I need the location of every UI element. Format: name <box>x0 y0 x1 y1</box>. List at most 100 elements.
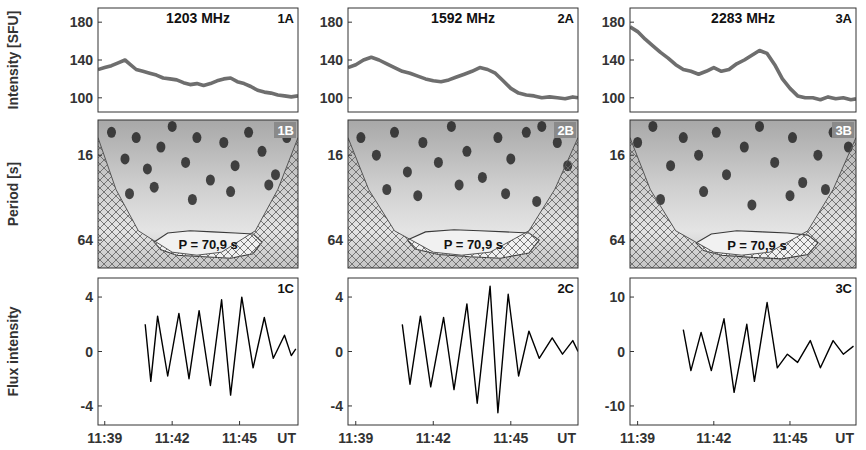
plot-area <box>98 8 298 112</box>
panel-3a: 1001401802283 MHz3A <box>602 8 856 112</box>
panel-title: 2283 MHz <box>711 10 775 26</box>
x-tick-label: 11:39 <box>338 430 373 446</box>
panel-label: 2C <box>557 281 574 296</box>
panel-title: 1203 MHz <box>166 10 230 26</box>
y-tick-label: 100 <box>602 90 626 106</box>
power-spot <box>633 137 642 148</box>
x-tick-label: 11:42 <box>155 430 190 446</box>
plot-area <box>98 278 298 425</box>
x-tick-label: 11:42 <box>416 430 451 446</box>
frame <box>98 120 298 268</box>
panel-label: 3B <box>835 123 852 138</box>
plot-background <box>98 8 298 112</box>
power-spot <box>532 196 541 207</box>
power-spot <box>770 157 779 168</box>
power-spot <box>666 160 675 171</box>
panel-title: 1592 MHz <box>431 10 495 26</box>
label-patch <box>554 122 576 138</box>
plot-background <box>630 8 856 112</box>
power-spot <box>522 127 531 138</box>
power-spot <box>821 184 830 195</box>
y-tick <box>348 405 352 406</box>
power-spot <box>150 182 159 193</box>
power-spot <box>156 142 165 153</box>
power-spot <box>168 121 177 132</box>
power-spot <box>755 121 764 132</box>
frame <box>630 120 856 268</box>
plot-area <box>348 120 578 268</box>
power-spot <box>143 163 152 174</box>
power-spot <box>462 146 471 157</box>
y-tick-label: 0 <box>85 344 93 360</box>
frame <box>630 8 856 112</box>
y-tick <box>348 97 352 98</box>
plot-background <box>98 278 298 425</box>
y-tick-label: 16 <box>77 147 93 163</box>
panel-label: 2B <box>557 123 574 138</box>
power-spot <box>648 121 657 132</box>
y-tick <box>98 97 102 98</box>
y-tick <box>98 155 102 156</box>
frame <box>98 278 298 425</box>
data-line <box>348 57 578 99</box>
power-spot <box>107 127 116 138</box>
power-spot <box>226 186 235 197</box>
y-tick-label: 10 <box>609 289 625 305</box>
y-tick <box>98 297 102 298</box>
panel-label: 2A <box>557 11 574 26</box>
x-tick-label: 11:39 <box>620 430 655 446</box>
y-tick <box>348 60 352 61</box>
y-tick-label: 16 <box>609 147 625 163</box>
panel-2a: 1001401801592 MHz2A <box>320 8 578 112</box>
panel-label: 1A <box>277 11 294 26</box>
power-spot <box>181 157 190 168</box>
y-tick-label: 64 <box>327 232 343 248</box>
plot-background <box>348 8 578 112</box>
y-tick <box>630 97 634 98</box>
power-spot <box>537 121 546 132</box>
x-tick-label: 11:45 <box>222 430 257 446</box>
y-tick-label: 4 <box>85 289 93 305</box>
y-tick <box>630 405 634 406</box>
y-tick <box>98 240 102 241</box>
power-spot <box>418 137 427 148</box>
power-spot <box>699 186 708 197</box>
period-annotation: P = 70,9 s <box>444 237 503 252</box>
power-spot <box>740 142 749 153</box>
x-tick <box>172 421 173 425</box>
power-spot <box>390 127 399 138</box>
y-axis-label: Period [s] <box>5 162 21 227</box>
panel-label: 1B <box>277 123 294 138</box>
data-line <box>630 27 856 100</box>
data-line <box>402 286 578 413</box>
y-tick-label: -4 <box>81 398 94 414</box>
x-tick-label: 11:42 <box>696 430 731 446</box>
power-spot <box>447 121 456 132</box>
label-patch <box>274 122 296 138</box>
y-tick <box>98 351 102 352</box>
x-tick <box>104 421 105 425</box>
y-tick-label: 100 <box>70 90 94 106</box>
power-spot <box>188 194 197 205</box>
power-spot <box>121 153 130 164</box>
y-tick-label: 0 <box>617 344 625 360</box>
x-tick <box>713 421 714 425</box>
plot-area <box>630 8 856 112</box>
panel-3b: 16643BP = 70,9 s <box>609 120 856 270</box>
y-tick <box>98 405 102 406</box>
y-tick-label: 140 <box>320 52 344 68</box>
y-tick <box>630 60 634 61</box>
x-tick-label: 11:45 <box>772 430 807 446</box>
x-tick-label: 11:45 <box>493 430 528 446</box>
power-spot <box>493 132 502 143</box>
power-spot <box>478 172 487 183</box>
y-tick-label: 140 <box>70 52 94 68</box>
x-axis-label: UT <box>277 430 296 446</box>
plot-area <box>630 120 856 268</box>
power-spot <box>679 132 688 143</box>
y-tick <box>348 297 352 298</box>
panel-label: 3A <box>835 11 852 26</box>
label-patch <box>832 122 854 138</box>
plot-background <box>348 278 578 425</box>
power-spot <box>694 150 703 161</box>
